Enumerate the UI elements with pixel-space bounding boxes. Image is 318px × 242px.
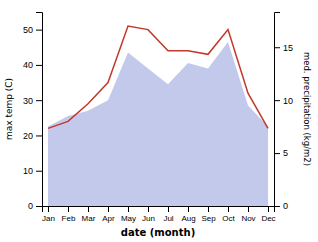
tick: 10 bbox=[23, 166, 42, 176]
tick-label: Apr bbox=[102, 214, 115, 223]
y2-axis: 0 5 10 15 bbox=[274, 13, 293, 212]
y2-axis-title: med. precipitation (kg/m2) bbox=[302, 52, 312, 166]
plot-root: Jan Feb Mar Apr May Jun Jul Aug Sep Oct Nov Dec 0 10 2… bbox=[4, 13, 312, 239]
tick: Jan bbox=[42, 206, 55, 223]
tick: 0 bbox=[28, 201, 42, 211]
tick: Dec bbox=[261, 206, 275, 223]
axis-line bbox=[275, 13, 281, 207]
axis-line bbox=[43, 207, 275, 213]
tick: Mar bbox=[82, 206, 96, 223]
x-axis-title: date (month) bbox=[121, 227, 195, 238]
tick-mark bbox=[88, 206, 89, 212]
tick-label: 50 bbox=[23, 25, 33, 35]
tick-mark bbox=[274, 206, 280, 207]
tick-label: May bbox=[121, 214, 136, 223]
tick-mark bbox=[36, 30, 42, 31]
tick-mark bbox=[188, 206, 189, 212]
axis-line bbox=[36, 13, 43, 207]
tick: 0 bbox=[274, 201, 288, 211]
tick: Aug bbox=[181, 206, 195, 223]
x-axis: Jan Feb Mar Apr May Jun Jul Aug Sep Oct Nov Dec bbox=[42, 206, 276, 223]
tick-label: 0 bbox=[283, 201, 288, 211]
plot-area bbox=[48, 26, 268, 206]
tick: 30 bbox=[23, 96, 42, 106]
tick: 20 bbox=[23, 131, 42, 141]
tick-label: 0 bbox=[28, 201, 33, 211]
tick-mark bbox=[48, 206, 49, 212]
tick-mark bbox=[68, 206, 69, 212]
temperature-line bbox=[48, 26, 268, 128]
tick-label: Sep bbox=[201, 214, 216, 223]
tick-mark bbox=[36, 206, 42, 207]
tick-mark bbox=[168, 206, 169, 212]
tick-mark bbox=[208, 206, 209, 212]
tick: 15 bbox=[274, 43, 293, 53]
tick-label: 15 bbox=[283, 43, 293, 53]
tick-label: Jan bbox=[42, 214, 55, 223]
tick: 10 bbox=[274, 96, 293, 106]
precipitation-area bbox=[48, 42, 268, 206]
tick-mark bbox=[228, 206, 229, 212]
tick-mark bbox=[274, 100, 280, 101]
tick-label: Jun bbox=[142, 214, 155, 223]
tick-mark bbox=[36, 171, 42, 172]
tick-mark bbox=[274, 47, 280, 48]
tick-label: Feb bbox=[62, 214, 76, 223]
tick: Sep bbox=[201, 206, 216, 223]
tick: Nov bbox=[241, 206, 255, 223]
y-axis-title: max temp (C) bbox=[4, 78, 14, 140]
tick: Feb bbox=[62, 206, 76, 223]
tick: Jun bbox=[142, 206, 155, 223]
tick-mark bbox=[148, 206, 149, 212]
tick-label: 5 bbox=[283, 148, 288, 158]
tick-label: Dec bbox=[261, 214, 275, 223]
tick-mark bbox=[128, 206, 129, 212]
tick: Oct bbox=[222, 206, 235, 223]
tick-label: Mar bbox=[82, 214, 96, 223]
tick-label: 10 bbox=[23, 166, 33, 176]
tick: 40 bbox=[23, 60, 42, 70]
tick-label: Jul bbox=[163, 214, 173, 223]
tick-mark bbox=[108, 206, 109, 212]
chart: Jan Feb Mar Apr May Jun Jul Aug Sep Oct Nov Dec 0 10 2… bbox=[0, 0, 318, 242]
tick-label: Nov bbox=[241, 214, 255, 223]
tick: May bbox=[121, 206, 136, 223]
tick-label: Oct bbox=[222, 214, 235, 223]
tick-label: 40 bbox=[23, 60, 33, 70]
tick-mark bbox=[36, 135, 42, 136]
tick: 50 bbox=[23, 25, 42, 35]
tick-mark bbox=[248, 206, 249, 212]
tick: Apr bbox=[102, 206, 115, 223]
tick-label: 30 bbox=[23, 96, 33, 106]
tick: 5 bbox=[274, 148, 288, 158]
tick: Jul bbox=[163, 206, 173, 223]
tick-mark bbox=[36, 65, 42, 66]
y-axis: 0 10 20 30 40 50 bbox=[23, 13, 43, 212]
tick-label: 20 bbox=[23, 131, 33, 141]
tick-mark bbox=[274, 153, 280, 154]
tick-mark bbox=[36, 100, 42, 101]
tick-label: Aug bbox=[181, 214, 195, 223]
tick-label: 10 bbox=[283, 96, 293, 106]
tick-mark bbox=[268, 206, 269, 212]
